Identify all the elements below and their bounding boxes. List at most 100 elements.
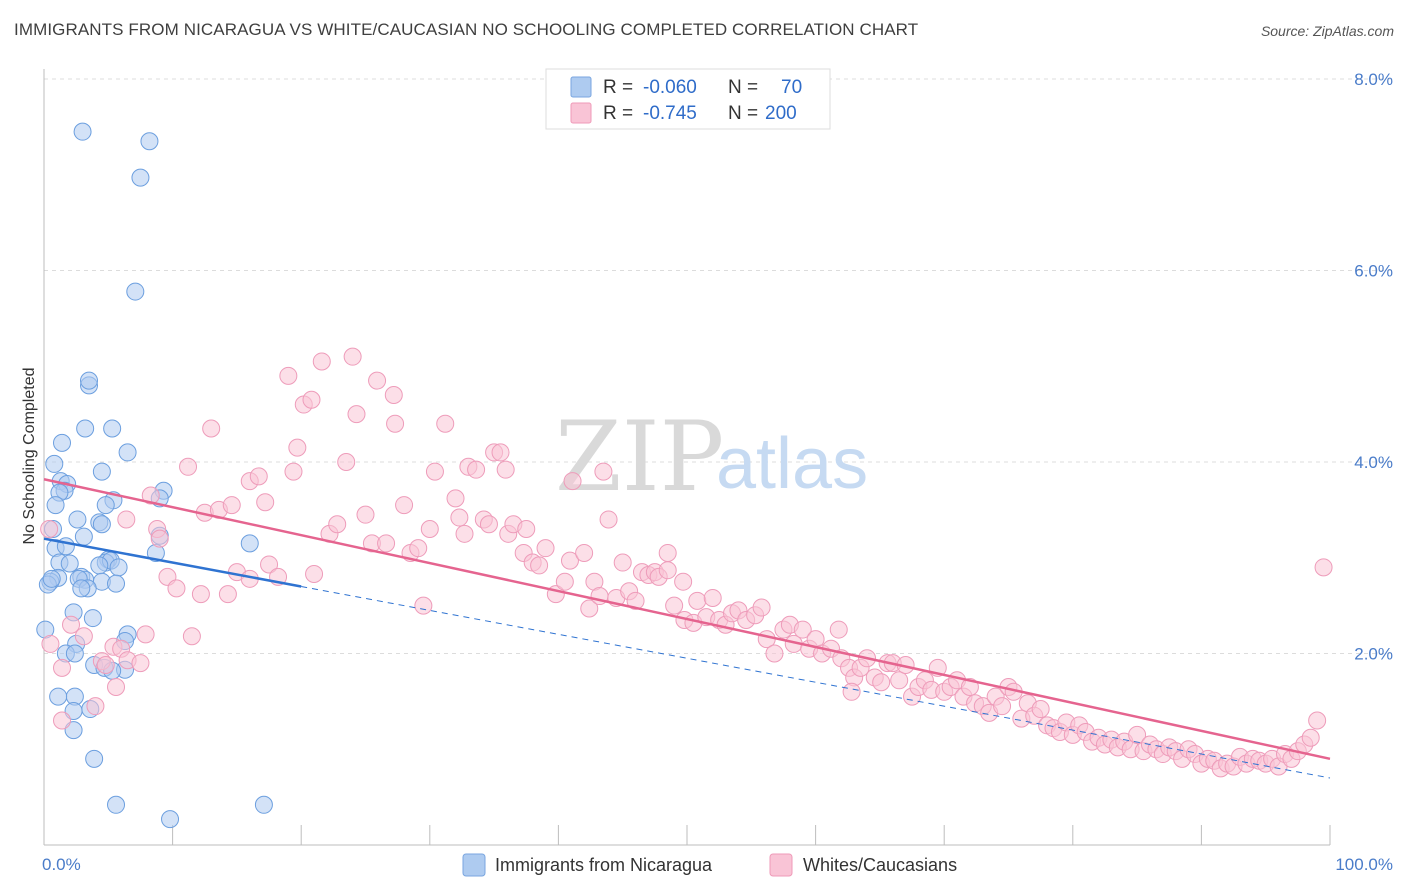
point-whites [74, 627, 93, 646]
point-whites [665, 596, 684, 615]
point-whites [312, 352, 331, 371]
point-whites [450, 508, 469, 527]
point-whites [575, 543, 594, 562]
point-whites [658, 543, 677, 562]
point-whites [960, 678, 979, 697]
point-whites [368, 371, 387, 390]
point-whites [703, 588, 722, 607]
point-whites [599, 510, 618, 529]
point-whites [107, 678, 126, 697]
point-whites [202, 419, 221, 438]
legend-swatch-whites [570, 102, 592, 124]
point-nicaragua [45, 454, 64, 473]
point-whites [131, 654, 150, 673]
point-nicaragua [161, 810, 180, 829]
point-whites [1308, 711, 1327, 730]
point-whites [765, 644, 784, 663]
point-nicaragua [72, 579, 91, 598]
point-whites [117, 510, 136, 529]
point-whites [555, 572, 574, 591]
point-whites [872, 673, 891, 692]
point-whites [446, 489, 465, 508]
series-nicaragua-points [36, 122, 273, 829]
point-whites [260, 555, 279, 574]
point-nicaragua [64, 701, 83, 720]
chart-title: IMMIGRANTS FROM NICARAGUA VS WHITE/CAUCA… [14, 20, 919, 39]
point-whites [150, 529, 169, 548]
point-nicaragua [107, 574, 126, 593]
point-whites [1314, 558, 1333, 577]
point-whites [288, 438, 307, 457]
point-whites [793, 620, 812, 639]
trend-lines [43, 478, 1331, 779]
x-tick-label-max: 100.0% [1335, 855, 1393, 874]
point-whites [536, 539, 555, 558]
point-whites [563, 472, 582, 491]
point-nicaragua [65, 644, 84, 663]
point-whites [53, 658, 72, 677]
point-nicaragua [60, 554, 79, 573]
point-whites [256, 493, 275, 512]
point-whites [222, 496, 241, 515]
series-legend: Immigrants from Nicaragua Whites/Caucasi… [462, 853, 957, 877]
point-nicaragua [140, 132, 159, 151]
point-nicaragua [68, 510, 87, 529]
x-axis-ticks [43, 825, 1331, 845]
watermark: ZIP atlas [555, 401, 868, 513]
chart-source: Source: ZipAtlas.com [1260, 23, 1394, 39]
legend-swatch-nicaragua [570, 76, 592, 98]
point-nicaragua [126, 282, 145, 301]
point-whites [414, 596, 433, 615]
point-whites [560, 551, 579, 570]
y-axis-label: No Schooling Completed [21, 368, 38, 545]
point-whites [41, 634, 60, 653]
point-whites [613, 553, 632, 572]
point-nicaragua [74, 527, 93, 546]
point-whites [1301, 728, 1320, 747]
point-whites [467, 460, 486, 479]
point-whites [179, 457, 198, 476]
point-whites [658, 561, 677, 580]
point-whites [305, 565, 324, 584]
point-whites [218, 585, 237, 604]
legend-n-label-whites: N = [728, 103, 758, 124]
watermark-atlas: atlas [716, 424, 868, 504]
legend-r-value-nicaragua: -0.060 [643, 77, 697, 98]
point-nicaragua [49, 687, 68, 706]
trend-line-whites [43, 478, 1331, 761]
point-nicaragua [96, 496, 115, 515]
point-whites [530, 556, 549, 575]
point-whites [377, 534, 396, 553]
point-whites [479, 515, 498, 534]
point-whites [626, 591, 645, 610]
y-axis-tick-labels: 2.0% 4.0% 6.0% 8.0% [1354, 70, 1393, 664]
point-nicaragua [254, 795, 273, 814]
series-legend-swatch-nicaragua [462, 853, 486, 877]
point-whites [40, 520, 59, 539]
point-nicaragua [83, 609, 102, 628]
point-whites [136, 625, 155, 644]
point-whites [62, 615, 81, 634]
x-tick-label-min: 0.0% [42, 855, 81, 874]
point-whites [455, 524, 474, 543]
y-tick-label: 2.0% [1354, 645, 1393, 664]
point-nicaragua [109, 558, 128, 577]
point-nicaragua [80, 371, 99, 390]
point-whites [752, 598, 771, 617]
grid-lines [44, 78, 1392, 654]
point-nicaragua [46, 496, 65, 515]
point-whites [53, 711, 72, 730]
point-whites [1031, 700, 1050, 719]
trend-line-nicaragua-extension [301, 585, 1331, 779]
point-whites [191, 585, 210, 604]
point-nicaragua [107, 795, 126, 814]
point-whites [395, 496, 414, 515]
point-whites [356, 505, 375, 524]
point-whites [425, 462, 444, 481]
legend-n-value-whites: 200 [765, 103, 797, 124]
point-nicaragua [53, 433, 72, 452]
point-whites [249, 467, 268, 486]
point-whites [594, 462, 613, 481]
point-nicaragua [240, 534, 259, 553]
point-whites [688, 591, 707, 610]
